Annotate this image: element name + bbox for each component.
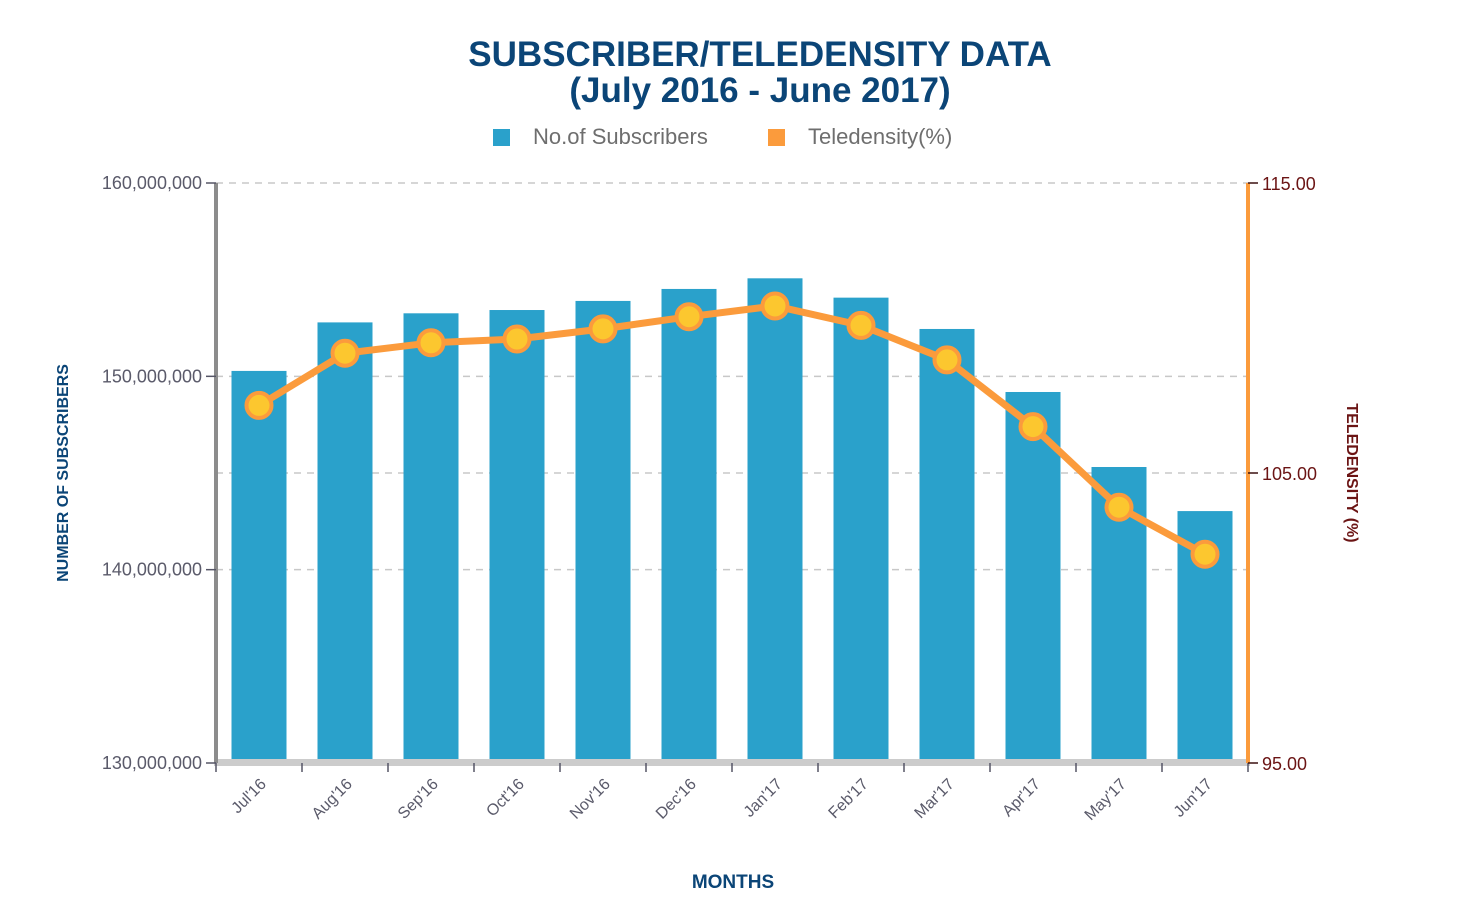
y2-axis-title: TELEDENSITY (%) [1343,403,1360,542]
y-axis-title: NUMBER OF SUBSCRIBERS [55,364,72,582]
teledensity-line [244,291,1220,569]
bar-subscribers[interactable] [747,278,803,759]
x-tick-label: Oct'16 [483,776,527,820]
legend-label-subscribers: No.of Subscribers [533,124,708,149]
y-tick-label: 150,000,000 [102,366,202,386]
teledensity-point[interactable] [760,291,790,321]
teledensity-point[interactable] [244,390,274,420]
x-axis-title: MONTHS [692,872,774,893]
x-axis-labels: Jul'16 Aug'16 Sep'16 Oct'16 Nov'16 Dec'16 Jan'… [229,776,1216,824]
x-tick-label: Feb'17 [826,776,872,822]
x-tick-label: Jun'17 [1171,776,1216,821]
bar-subscribers[interactable] [919,328,975,759]
teledensity-point[interactable] [330,338,360,368]
legend-swatch-subscribers [493,128,510,146]
bar-subscribers[interactable] [661,288,717,759]
chart-title: SUBSCRIBER/TELEDENSITY DATA [468,35,1052,74]
x-axis-baseline [214,759,1250,766]
bar-subscribers[interactable] [317,322,373,759]
legend: No.of Subscribers Teledensity(%) [0,124,1461,150]
x-tick-label: Apr'17 [999,776,1043,820]
y2-tick-label: 105.00 [1262,464,1317,484]
teledensity-point[interactable] [932,345,962,375]
bar-subscribers[interactable] [489,310,545,759]
teledensity-point[interactable] [1018,412,1048,442]
bar-subscribers[interactable] [403,313,459,759]
x-tick-label: Sep'16 [395,776,442,823]
x-tick-label: May'17 [1082,776,1130,824]
teledensity-point[interactable] [846,310,876,340]
bar-subscribers[interactable] [1005,391,1061,759]
legend-swatch-teledensity [768,128,785,146]
y2-tick-label: 115.00 [1262,174,1316,194]
legend-item-subscribers[interactable]: No.of Subscribers [493,124,708,150]
teledensity-point[interactable] [1104,492,1134,522]
x-tick-label: Jan'17 [741,776,786,821]
bar-subscribers[interactable] [575,300,631,759]
legend-item-teledensity[interactable]: Teledensity(%) [768,124,952,150]
teledensity-point[interactable] [674,302,704,332]
bar-subscribers[interactable] [231,370,287,759]
teledensity-point[interactable] [416,328,446,358]
teledensity-line-path [257,302,1207,558]
x-tick-label: Dec'16 [653,776,700,823]
gridlines [216,182,1248,571]
axes [206,182,1258,772]
y2-axis-labels: 95.00 105.00 115.00 [1262,174,1317,774]
bars [231,278,1233,759]
x-tick-label: Jul'16 [229,776,270,817]
chart-subtitle: (July 2016 - June 2017) [569,71,951,110]
x-tick-label: Mar'17 [912,776,958,822]
y2-tick-label: 95.00 [1262,754,1307,774]
teledensity-point[interactable] [502,324,532,354]
y-axis-labels: 130,000,000 140,000,000 150,000,000 160,000… [102,173,202,773]
legend-label-teledensity: Teledensity(%) [808,124,953,149]
y-tick-label: 140,000,000 [102,560,202,580]
x-tick-label: Aug'16 [309,776,356,823]
teledensity-point[interactable] [588,314,618,344]
y-tick-label: 160,000,000 [102,173,202,193]
y-tick-label: 130,000,000 [102,753,202,773]
bar-subscribers[interactable] [833,297,889,759]
x-tick-label: Nov'16 [567,776,614,823]
teledensity-point[interactable] [1190,539,1220,569]
